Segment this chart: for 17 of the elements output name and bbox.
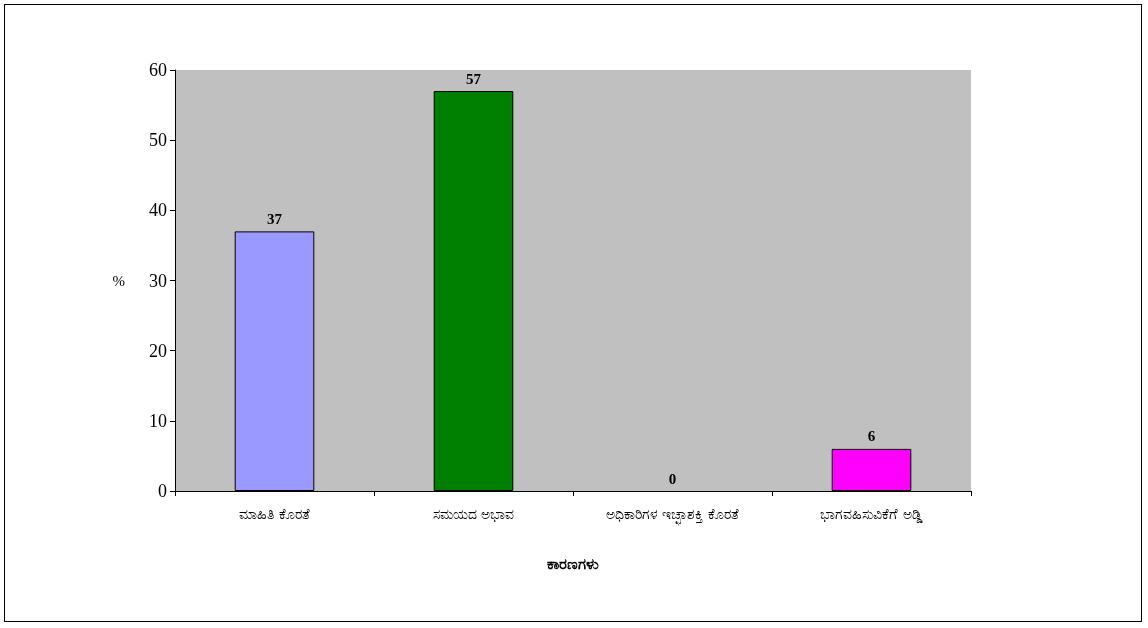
data-label: 6 xyxy=(867,428,876,445)
y-tick-label: 0 xyxy=(158,481,167,501)
y-tick-label: 20 xyxy=(149,340,167,361)
x-axis-title: ಕಾರಣಗಳು xyxy=(547,554,599,573)
y-tick-label: 30 xyxy=(149,270,167,291)
y-tick-label: 40 xyxy=(149,200,167,221)
data-label: 57 xyxy=(466,70,482,87)
y-tick-label: 50 xyxy=(149,130,167,151)
data-label: 37 xyxy=(267,210,283,227)
x-tick-label: ಅಧಿಕಾರಿಗಳ ಇಚ್ಛಾಶಕ್ತಿ ಕೊರತೆ xyxy=(606,506,739,526)
y-tick-label: 10 xyxy=(149,410,167,431)
data-label: 0 xyxy=(668,470,677,487)
x-tick-label: ಸಮಯದ ಅಭಾವ xyxy=(432,506,515,522)
y-axis-title: % xyxy=(112,272,125,289)
y-tick-label: 60 xyxy=(149,60,167,80)
x-tick-label: ಭಾಗವಹಿಸುವಿಕೆಗೆ ಅಡ್ಡಿ xyxy=(820,506,923,523)
x-tick-label: ಮಾಹಿತಿ ಕೊರತೆ xyxy=(239,506,310,522)
